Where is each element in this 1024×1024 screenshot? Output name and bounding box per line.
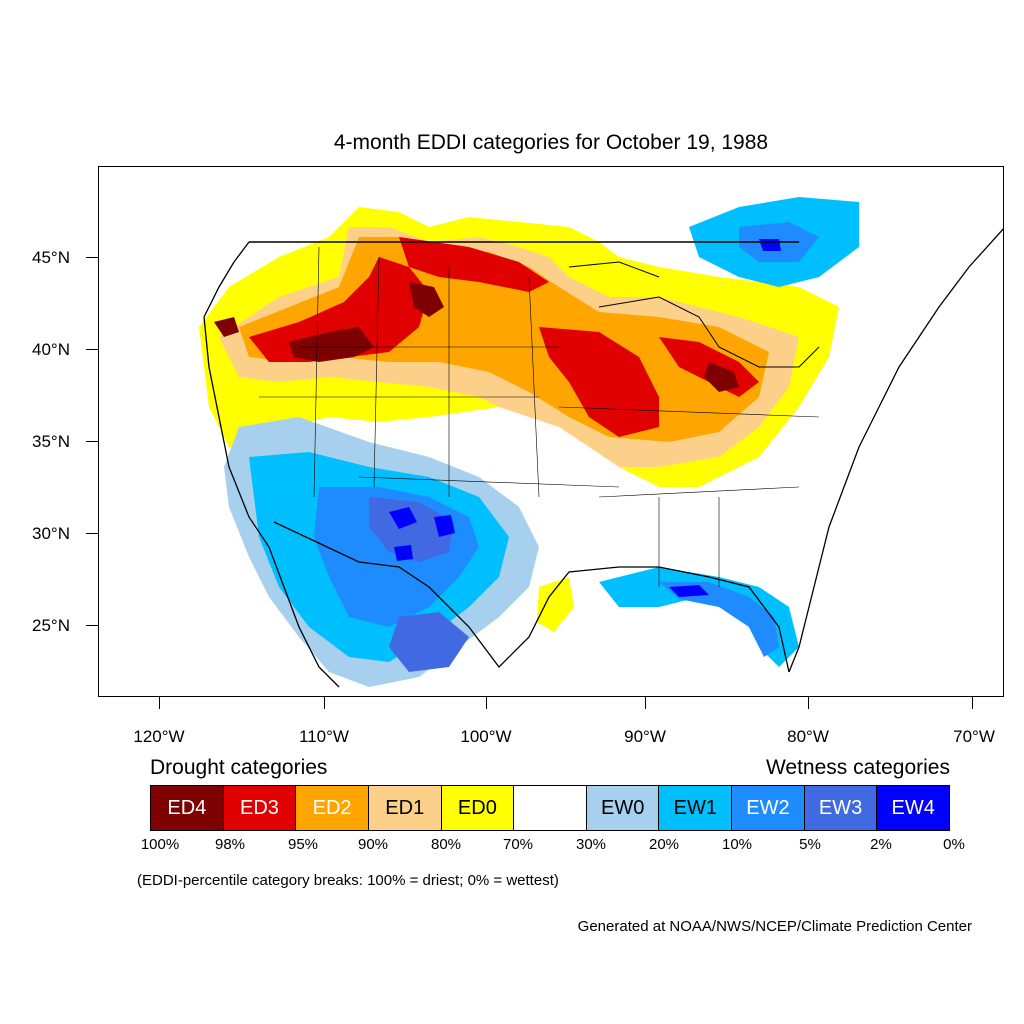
boundary-lines	[203, 228, 1003, 688]
legend-label: ED4	[167, 796, 207, 819]
lat-tick	[86, 533, 98, 534]
break-label: 80%	[430, 836, 462, 853]
lon-tick	[972, 697, 973, 709]
lat-label-30: 30°N	[32, 524, 70, 543]
break-label: 90%	[357, 836, 389, 853]
category-shading	[199, 197, 859, 687]
legend-label: ED2	[312, 796, 352, 819]
legend-cell-ew3: EW3	[804, 786, 878, 830]
lon-label-80: 80°W	[787, 727, 829, 746]
break-label: 95%	[287, 836, 319, 853]
lon-tick	[645, 697, 646, 709]
lat-label-45: 45°N	[32, 248, 70, 267]
lat-label-40: 40°N	[32, 340, 70, 359]
legend-label: ED3	[240, 796, 279, 819]
lon-label-70: 70°W	[953, 727, 995, 746]
drought-heading: Drought categories	[150, 756, 328, 779]
lon-label-100: 100°W	[460, 727, 512, 746]
break-label: 20%	[648, 836, 680, 853]
lon-label-110: 110°W	[299, 727, 349, 746]
legend-cell-ew4: EW4	[877, 786, 950, 830]
legend-label: EW1	[673, 796, 717, 819]
break-label: 100%	[140, 836, 180, 853]
break-label: 70%	[502, 836, 534, 853]
lat-label-35: 35°N	[32, 432, 70, 451]
break-label: 0%	[943, 836, 965, 853]
legend-cell-ed3: ED3	[223, 786, 297, 830]
lon-tick	[159, 697, 160, 709]
state-lines	[259, 246, 820, 587]
legend-label: ED0	[457, 796, 497, 819]
lon-label-90: 90°W	[624, 727, 666, 746]
lat-tick	[86, 441, 98, 442]
break-label: 2%	[870, 836, 892, 853]
lon-tick	[486, 697, 487, 709]
lat-tick	[86, 257, 98, 258]
wetness-heading: Wetness categories	[765, 756, 950, 779]
map-title: 4-month EDDI categories for October 19, …	[333, 131, 769, 154]
lat-tick	[86, 625, 98, 626]
legend-cell-ed2: ED2	[296, 786, 369, 830]
legend-cell-ed1: ED1	[368, 786, 442, 830]
legend-cell-ew1: EW1	[659, 786, 733, 830]
legend-label: EW2	[746, 796, 790, 819]
break-label: 10%	[721, 836, 753, 853]
map-panel	[98, 166, 1004, 697]
lat-label-25: 25°N	[32, 616, 70, 635]
legend-cell-ew2: EW2	[732, 786, 805, 830]
lat-tick	[86, 349, 98, 350]
legend-cell-ed4: ED4	[151, 786, 224, 830]
lon-label-120: 120°W	[133, 727, 185, 746]
legend-label: ED1	[385, 796, 425, 819]
lon-tick	[324, 697, 325, 709]
legend-cell-neutral	[514, 786, 587, 830]
category-note: (EDDI-percentile category breaks: 100% =…	[137, 872, 559, 889]
legend-cell-ed0: ED0	[441, 786, 515, 830]
category-legend: ED4 ED3 ED2 ED1 ED0 EW0 EW1 EW2 EW3 EW4	[150, 785, 950, 831]
break-label: 5%	[799, 836, 821, 853]
lon-tick	[808, 697, 809, 709]
legend-cell-ew0: EW0	[586, 786, 660, 830]
legend-label: EW0	[600, 796, 645, 819]
eddi-map	[199, 197, 1003, 688]
legend-label: EW3	[818, 796, 863, 819]
break-label: 98%	[214, 836, 246, 853]
credit-line: Generated at NOAA/NWS/NCEP/Climate Predi…	[577, 918, 972, 935]
legend-label: EW4	[891, 796, 935, 819]
break-label: 30%	[575, 836, 607, 853]
